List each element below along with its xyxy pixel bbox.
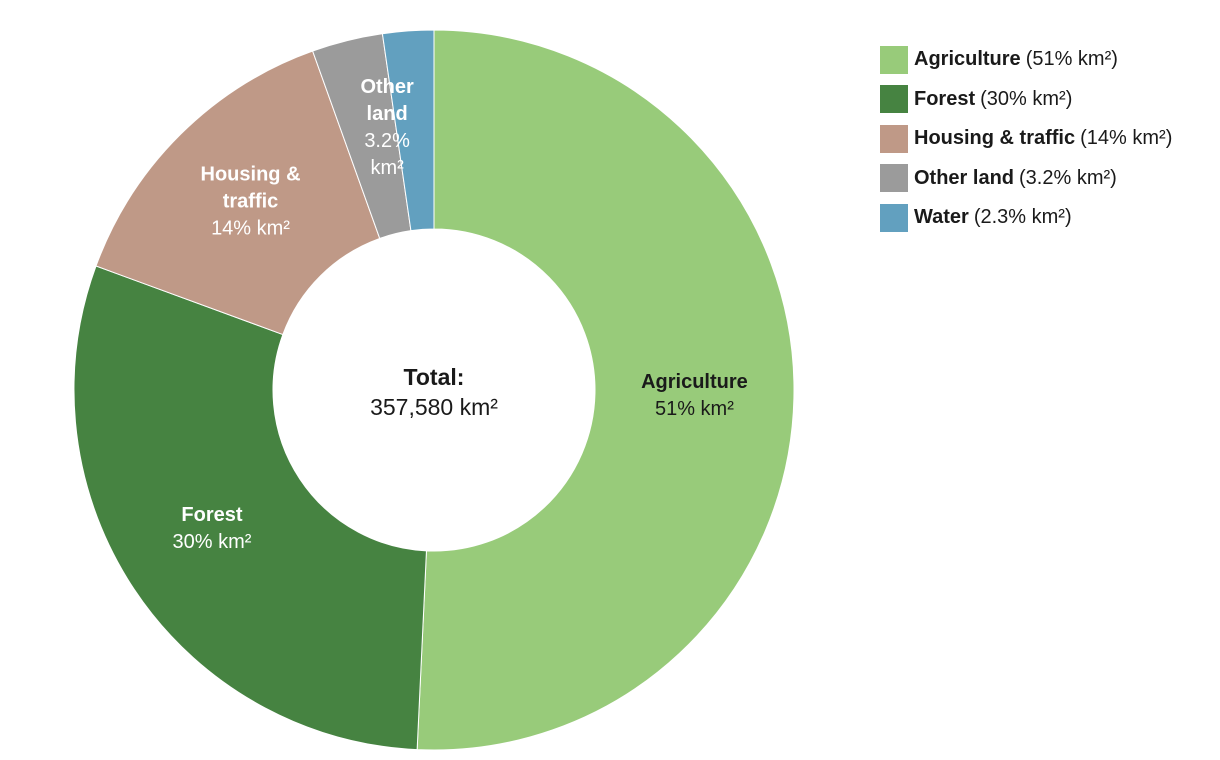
slice-label-name: Housing & traffic <box>200 163 301 213</box>
legend-swatch <box>880 203 908 232</box>
slice-label-value: 14% km² <box>211 217 290 240</box>
slice-agriculture[interactable] <box>416 29 795 751</box>
slice-label-name: Other land <box>360 76 414 126</box>
slice-housing-traffic[interactable] <box>95 50 381 336</box>
slice-label-value: 51% km² <box>654 398 734 421</box>
center-value: 357,580 km² <box>370 394 498 420</box>
slice-label-value: 3.2% km² <box>364 130 410 180</box>
legend-label: Housing & traffic <box>914 127 1076 150</box>
legend-value: (14% km²) <box>1080 127 1173 150</box>
slice-label: Agriculture 51% km² <box>604 369 784 423</box>
legend-label: Water <box>914 206 969 229</box>
legend-label: Other land <box>914 166 1015 189</box>
slice-label: Other land 3.2% km² <box>357 74 417 182</box>
center-total-label: Total: 357,580 km² <box>370 362 498 422</box>
legend-swatch <box>880 45 908 74</box>
legend-item[interactable]: Housing & traffic (14% km²) <box>880 119 1172 159</box>
slice-label: Housing & traffic 14% km² <box>191 162 311 243</box>
legend-swatch <box>880 85 908 114</box>
slice-label-name: Forest <box>181 504 243 527</box>
slice-label-value: 30% km² <box>172 531 252 554</box>
legend-swatch <box>880 164 908 193</box>
slice-label: Forest 30% km² <box>137 502 287 556</box>
legend-value: (3.2% km²) <box>1019 166 1117 189</box>
slice-water[interactable] <box>381 29 435 232</box>
legend-item[interactable]: Water (2.3% km²) <box>880 198 1172 238</box>
legend-label: Agriculture <box>914 48 1021 71</box>
legend-value: (2.3% km²) <box>973 206 1072 229</box>
slice-label-name: Agriculture <box>641 371 748 394</box>
legend-value: (30% km²) <box>980 87 1073 110</box>
legend-item[interactable]: Agriculture (51% km²) <box>880 40 1172 80</box>
center-title: Total: <box>403 364 465 390</box>
slice-forest[interactable] <box>73 265 427 751</box>
legend-label: Forest <box>914 87 976 110</box>
legend-item[interactable]: Forest (30% km²) <box>880 80 1172 120</box>
legend-swatch <box>880 124 908 153</box>
legend-item[interactable]: Other land (3.2% km²) <box>880 159 1172 199</box>
legend-value: (51% km²) <box>1025 48 1118 71</box>
legend: Agriculture (51% km²) Forest (30% km²) Housi… <box>880 40 1172 238</box>
